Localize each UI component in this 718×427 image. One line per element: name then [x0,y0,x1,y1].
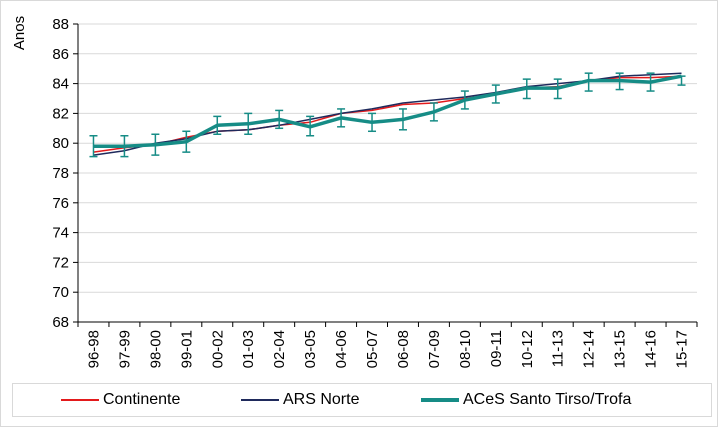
x-tick-label: 15-17 [674,330,691,368]
y-tick-label: 86 [52,46,69,63]
legend-item-continente: Continente [61,384,180,416]
x-tick-label: 00-02 [209,330,226,368]
legend-label-ars-norte: ARS Norte [283,391,360,408]
y-tick-label: 72 [52,254,69,271]
legend-swatch-ars-norte [241,399,279,401]
x-tick-label: 05-07 [364,330,381,368]
y-tick-label: 78 [52,165,69,182]
x-tick-label: 07-09 [426,330,443,368]
legend-item-ars-norte: ARS Norte [241,384,359,416]
x-tick-label: 06-08 [395,330,412,368]
y-tick-label: 82 [52,105,69,122]
x-tick-label: 08-10 [457,330,474,368]
x-tick-label: 96-98 [85,330,102,368]
y-tick-label: 80 [52,135,69,152]
series-line-aces-santo-tirso-trofa [93,74,682,148]
x-tick-label: 13-15 [612,330,629,368]
y-tick-label: 70 [52,284,69,301]
legend-swatch-continente [61,399,99,401]
legend-item-aces: ACeS Santo Tirso/Trofa [421,384,631,416]
x-tick-label: 11-13 [550,330,567,367]
x-tick-labels: 96-98 97-99 98-00 99-01 00-02 01-03 02-04 03-05… [85,330,690,368]
x-tick-label: 12-14 [581,330,598,368]
y-tick-label: 68 [52,314,69,331]
y-tick-label: 74 [52,225,69,242]
x-tick-label: 04-06 [333,330,350,368]
y-axis-label: Anos [11,16,28,50]
y-tick-label: 76 [52,195,69,212]
x-tick-label: 02-04 [271,330,288,368]
x-tick-label: 10-12 [519,330,536,368]
legend-swatch-aces [421,398,459,402]
x-tick-label: 98-00 [147,330,164,368]
legend: Continente ARS Norte ACeS Santo Tirso/Tr… [12,383,712,417]
axes [73,23,698,327]
x-tick-label: 97-99 [116,330,133,368]
legend-label-continente: Continente [103,391,181,408]
y-tick-label: 84 [52,76,69,93]
x-tick-label: 01-03 [240,330,257,368]
y-tick-labels: 68 70 72 74 76 78 80 82 84 86 88 [52,16,69,331]
x-tick-label: 09-11 [488,330,505,367]
x-tick-label: 99-01 [178,330,195,368]
gridlines [78,23,697,293]
legend-label-aces: ACeS Santo Tirso/Trofa [463,391,632,408]
series-lines [89,72,686,158]
x-tick-label: 14-16 [643,330,660,368]
y-tick-label: 88 [52,16,69,33]
x-tick-label: 03-05 [302,330,319,368]
